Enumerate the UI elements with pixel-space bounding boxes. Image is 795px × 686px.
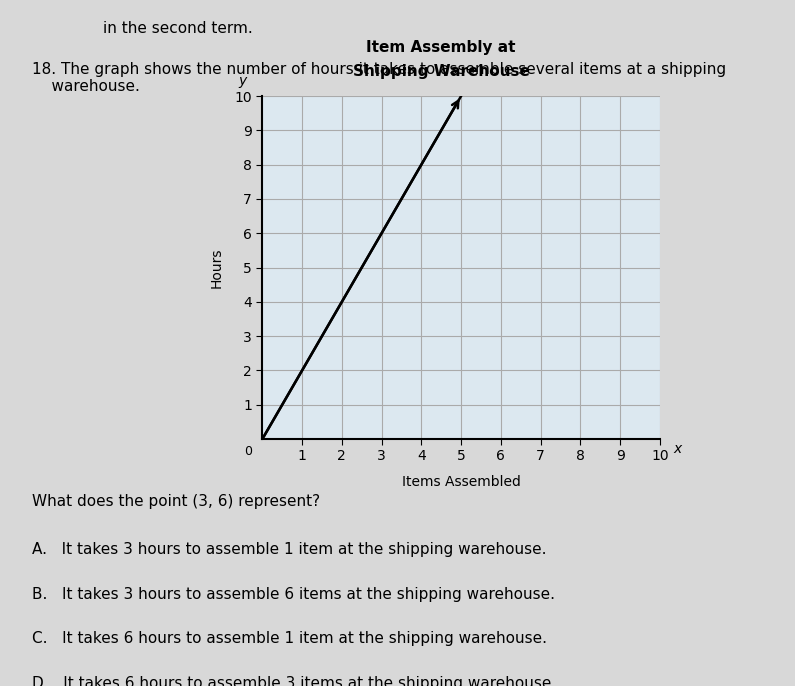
Text: What does the point (3, 6) represent?: What does the point (3, 6) represent? [32, 494, 320, 509]
Text: C.   It takes 6 hours to assemble 1 item at the shipping warehouse.: C. It takes 6 hours to assemble 1 item a… [32, 631, 547, 646]
Text: A.   It takes 3 hours to assemble 1 item at the shipping warehouse.: A. It takes 3 hours to assemble 1 item a… [32, 542, 546, 557]
X-axis label: Items Assembled: Items Assembled [401, 475, 521, 488]
Text: x: x [673, 442, 682, 456]
Text: 0: 0 [244, 445, 253, 458]
Text: Item Assembly at: Item Assembly at [366, 40, 516, 55]
Text: y: y [238, 73, 246, 88]
Y-axis label: Hours: Hours [209, 247, 223, 288]
Text: in the second term.: in the second term. [103, 21, 253, 36]
Text: Shipping Warehouse: Shipping Warehouse [353, 64, 529, 79]
Text: D.   It takes 6 hours to assemble 3 items at the shipping warehouse.: D. It takes 6 hours to assemble 3 items … [32, 676, 556, 686]
Text: B.   It takes 3 hours to assemble 6 items at the shipping warehouse.: B. It takes 3 hours to assemble 6 items … [32, 587, 555, 602]
Text: 18. The graph shows the number of hours it takes to assemble several items at a : 18. The graph shows the number of hours … [32, 62, 726, 94]
